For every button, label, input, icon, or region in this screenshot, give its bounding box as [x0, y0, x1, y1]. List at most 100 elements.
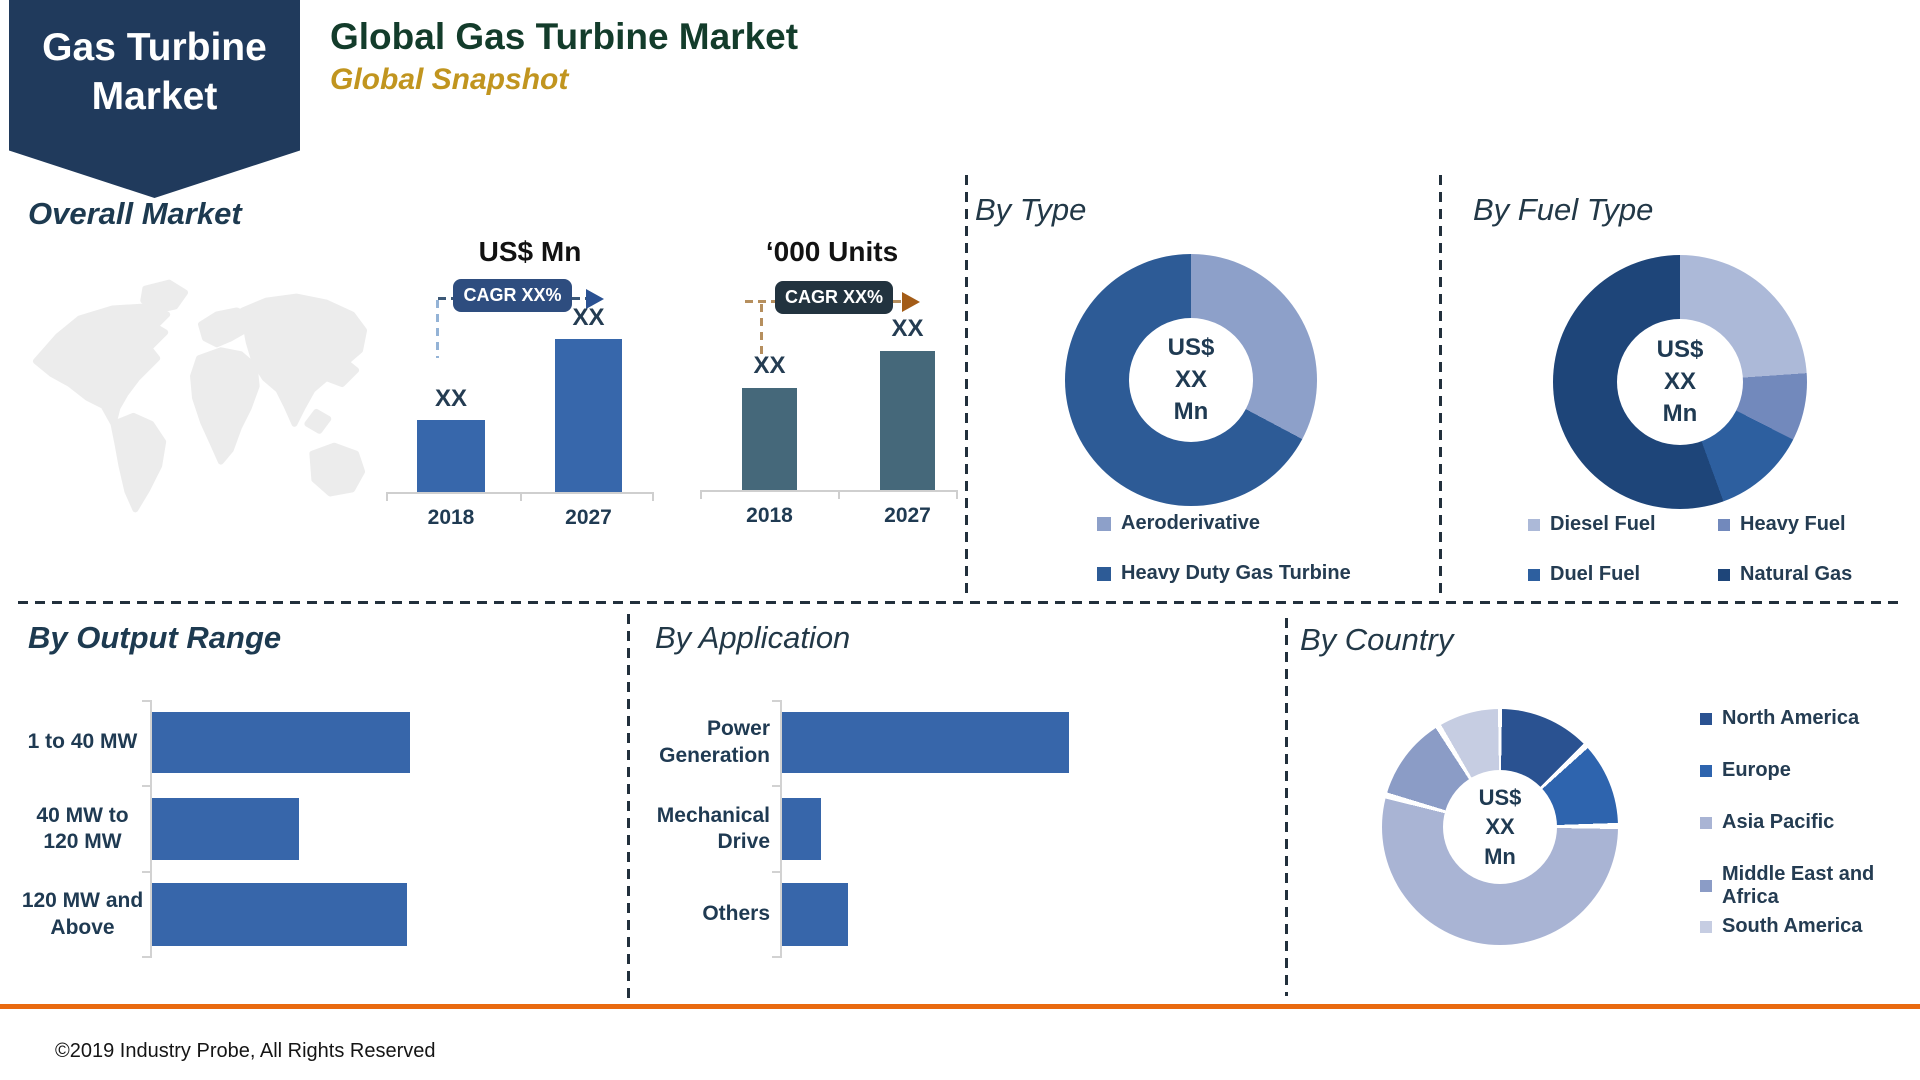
by-country-donut: US$ XX Mn [1382, 709, 1618, 945]
legend-item-south-america: South America [1700, 915, 1862, 938]
legend-swatch-icon [1700, 920, 1712, 933]
separator-vertical-4 [1285, 618, 1288, 996]
axis-tick [386, 493, 388, 501]
value-chart-connector-right [572, 297, 586, 300]
application-bar-2 [782, 798, 821, 860]
legend-item-natural-gas: Natural Gas [1718, 563, 1852, 586]
axis-tick [142, 956, 150, 958]
section-heading-overall-market: Overall Market [28, 196, 242, 231]
output-range-label-2: 40 MW to 120 MW [36, 803, 129, 853]
volume-axis-2027: 2027 [884, 504, 931, 527]
value-bar-2027-label: XX [572, 304, 605, 331]
separator-vertical-1 [965, 175, 968, 600]
value-bar-2027 [555, 339, 622, 492]
legend-swatch-icon [1700, 712, 1712, 725]
value-chart-title: US$ Mn [478, 236, 582, 267]
section-heading-by-country: By Country [1300, 622, 1454, 657]
volume-chart-connector-left [745, 300, 775, 303]
legend-item-middle-east-africa: Middle East and Africa [1700, 863, 1920, 909]
footer-rule [0, 1004, 1920, 1009]
by-fuel-type-donut: US$ XX Mn [1553, 255, 1807, 509]
separator-horizontal [18, 601, 1902, 604]
legend-swatch-icon [1097, 516, 1111, 531]
output-range-axis [150, 700, 152, 958]
legend-item-europe: Europe [1700, 759, 1791, 782]
legend-item-north-america: North America [1700, 707, 1859, 730]
application-label-2: Mechanical Drive [656, 803, 770, 853]
legend-item-heavy-duty: Heavy Duty Gas Turbine [1097, 562, 1351, 585]
volume-bar-2018 [742, 388, 797, 490]
legend-label: Middle East and Africa [1722, 863, 1875, 908]
legend-item-heavy-fuel: Heavy Fuel [1718, 513, 1846, 536]
by-type-donut: US$ XX Mn [1065, 254, 1317, 506]
application-label-1: Power Generation [659, 717, 770, 767]
section-heading-by-output-range: By Output Range [28, 620, 282, 655]
legend-label: South America [1722, 915, 1863, 937]
legend-label: Europe [1722, 759, 1791, 781]
value-bar-2018-label: XX [434, 385, 467, 412]
volume-bar-2027 [880, 351, 935, 490]
legend-item-diesel-fuel: Diesel Fuel [1528, 513, 1656, 536]
axis-tick [142, 785, 150, 787]
footer-copyright: ©2019 Industry Probe, All Rights Reserve… [55, 1040, 436, 1062]
axis-tick [772, 871, 780, 873]
legend-label: Aeroderivative [1121, 512, 1260, 534]
application-axis [780, 700, 782, 958]
application-bar-1 [782, 712, 1069, 773]
legend-swatch-icon [1700, 816, 1712, 829]
output-range-bar-1 [152, 712, 410, 773]
section-heading-by-fuel-type: By Fuel Type [1473, 192, 1654, 227]
legend-label: Asia Pacific [1722, 811, 1835, 833]
by-country-center-label: US$ XX Mn [1443, 770, 1557, 884]
brand-ribbon: Gas Turbine Market [9, 0, 300, 198]
value-bar-2018 [417, 420, 485, 492]
legend-label: Duel Fuel [1550, 563, 1641, 585]
legend-swatch-icon [1718, 518, 1730, 531]
by-fuel-type-center-label: US$ XX Mn [1617, 319, 1743, 445]
volume-chart-connector-vertical [760, 304, 763, 354]
application-label-3: Others [702, 902, 770, 926]
axis-tick [838, 491, 840, 499]
application-bar-3 [782, 883, 848, 946]
volume-chart-cagr-badge: CAGR XX% [775, 281, 893, 314]
legend-swatch-icon [1528, 568, 1540, 581]
brand-title: Gas Turbine Market [42, 26, 267, 118]
axis-tick [142, 871, 150, 873]
output-range-label-3: 120 MW and Above [21, 889, 144, 939]
legend-item-aeroderivative: Aeroderivative [1097, 512, 1260, 535]
volume-bar-2018-label: XX [753, 352, 786, 379]
legend-item-asia-pacific: Asia Pacific [1700, 811, 1834, 834]
legend-swatch-icon [1528, 518, 1540, 531]
output-range-bar-2 [152, 798, 299, 860]
page-title: Global Gas Turbine Market [330, 16, 799, 57]
volume-chart-arrow-icon [902, 292, 920, 312]
legend-item-duel-fuel: Duel Fuel [1528, 563, 1640, 586]
separator-vertical-2 [1439, 175, 1442, 600]
value-chart-connector-left [438, 297, 456, 300]
world-map [32, 279, 368, 513]
legend-label: Natural Gas [1740, 563, 1853, 585]
value-chart-cagr-badge: CAGR XX% [453, 279, 572, 312]
volume-chart-title: ‘000 Units [765, 236, 899, 267]
legend-label: Heavy Duty Gas Turbine [1121, 562, 1351, 584]
value-chart-connector-vertical [436, 300, 439, 358]
legend-swatch-icon [1718, 568, 1730, 581]
legend-swatch-icon [1700, 880, 1712, 892]
volume-bar-2027-label: XX [891, 315, 924, 342]
axis-tick [772, 956, 780, 958]
section-heading-by-type: By Type [975, 192, 1087, 227]
axis-tick [652, 493, 654, 501]
legend-label: Heavy Fuel [1740, 513, 1846, 535]
legend-swatch-icon [1700, 764, 1712, 777]
volume-chart-axis [700, 490, 958, 492]
axis-tick [700, 491, 702, 499]
value-axis-2027: 2027 [565, 506, 612, 529]
output-range-bar-3 [152, 883, 407, 946]
output-range-label-1: 1 to 40 MW [27, 730, 138, 754]
volume-axis-2018: 2018 [746, 504, 793, 527]
legend-label: North America [1722, 707, 1860, 729]
axis-tick [520, 493, 522, 501]
by-type-center-label: US$ XX Mn [1129, 318, 1253, 442]
legend-swatch-icon [1097, 566, 1111, 581]
